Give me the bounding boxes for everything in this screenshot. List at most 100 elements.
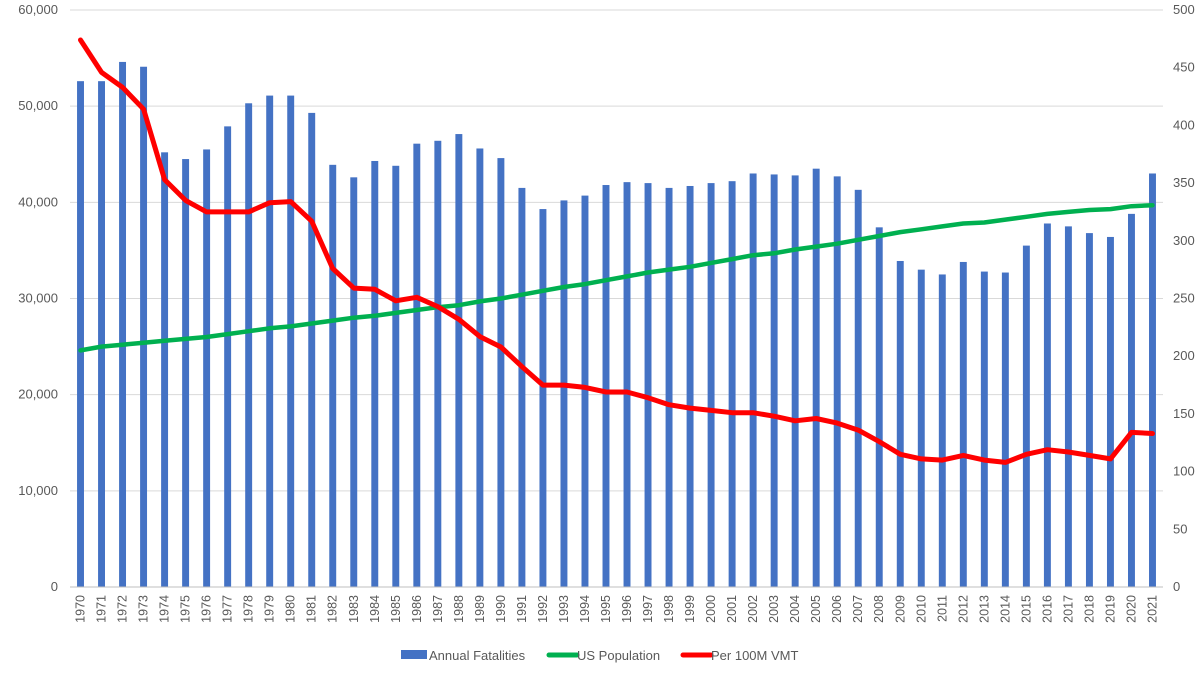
x-tick-label: 1999 — [683, 595, 697, 623]
x-tick-label: 1990 — [494, 595, 508, 623]
x-tick-label: 2002 — [746, 595, 760, 623]
bar-annual-fatalities — [644, 183, 652, 587]
bar-annual-fatalities — [602, 185, 610, 588]
x-tick-label: 1989 — [473, 595, 487, 623]
x-tick-label: 1979 — [263, 595, 277, 623]
x-tick-label: 1988 — [452, 595, 466, 623]
x-tick-label: 1984 — [368, 595, 382, 623]
bar-annual-fatalities — [161, 152, 169, 587]
legend-label-per-100m-vmt: Per 100M VMT — [711, 648, 798, 663]
x-tick-label: 2007 — [851, 595, 865, 623]
right-y-tick-label: 500 — [1173, 2, 1195, 17]
bar-annual-fatalities — [812, 168, 820, 588]
bar-annual-fatalities — [1106, 236, 1114, 587]
x-tick-label: 2004 — [788, 595, 802, 623]
x-tick-label: 2017 — [1061, 595, 1075, 623]
bar-annual-fatalities — [875, 227, 883, 587]
bar-annual-fatalities — [980, 271, 988, 587]
x-tick-label: 2020 — [1124, 595, 1138, 623]
x-tick-label: 2018 — [1082, 595, 1096, 623]
right-y-tick-label: 100 — [1173, 464, 1195, 479]
x-tick-label: 2009 — [893, 595, 907, 623]
bar-annual-fatalities — [140, 66, 148, 587]
bar-annual-fatalities — [413, 143, 421, 587]
bar-annual-fatalities — [854, 189, 862, 587]
right-y-tick-label: 200 — [1173, 348, 1195, 363]
line-per-100m-vmt — [78, 37, 1155, 465]
x-tick-label: 1976 — [200, 595, 214, 623]
x-tick-label: 2008 — [872, 595, 886, 623]
bar-annual-fatalities — [518, 187, 526, 588]
bar-annual-fatalities — [266, 95, 274, 588]
line-series — [78, 37, 1155, 465]
x-tick-label: 1982 — [326, 595, 340, 623]
x-tick-label: 2019 — [1103, 595, 1117, 623]
x-tick-label: 1983 — [347, 595, 361, 623]
x-tick-label: 1980 — [284, 595, 298, 623]
left-y-tick-label: 60,000 — [18, 2, 58, 17]
bar-annual-fatalities — [959, 261, 967, 587]
x-tick-label: 2001 — [725, 595, 739, 623]
bar-annual-fatalities — [665, 187, 673, 588]
x-tick-label: 1994 — [578, 595, 592, 623]
left-y-tick-label: 0 — [51, 579, 58, 594]
bar-annual-fatalities — [1043, 223, 1051, 588]
right-y-tick-label: 300 — [1173, 233, 1195, 248]
right-y-tick-label: 350 — [1173, 175, 1195, 190]
x-tick-label: 2010 — [914, 595, 928, 623]
x-tick-label: 2011 — [935, 595, 949, 622]
x-tick-label: 1995 — [599, 595, 613, 623]
x-tick-label: 1970 — [74, 595, 88, 623]
right-y-tick-label: 400 — [1173, 117, 1195, 132]
bar-annual-fatalities — [1022, 245, 1030, 587]
bar-annual-fatalities — [497, 158, 505, 587]
x-tick-label: 1981 — [305, 595, 319, 623]
x-tick-label: 2016 — [1040, 595, 1054, 623]
bar-annual-fatalities — [623, 182, 631, 587]
bar-annual-fatalities — [182, 159, 190, 587]
x-tick-label: 1975 — [179, 595, 193, 623]
bar-annual-fatalities — [1149, 173, 1156, 587]
right-y-tick-label: 50 — [1173, 521, 1187, 536]
left-y-tick-label: 20,000 — [18, 387, 58, 402]
x-tick-label: 1986 — [410, 595, 424, 623]
x-tick-label: 1987 — [431, 595, 445, 623]
left-y-axis: 0 10,000 20,000 30,000 40,000 50,000 60,000 — [18, 2, 58, 594]
bar-annual-fatalities — [77, 81, 84, 587]
x-tick-label: 1996 — [620, 595, 634, 623]
bar-annual-fatalities — [938, 274, 946, 587]
bar-annual-fatalities — [287, 95, 295, 588]
right-y-axis: 0 50 100 150 200 250 300 350 400 450 500 — [1173, 2, 1195, 594]
x-tick-label: 2012 — [956, 595, 970, 623]
x-axis: 1970 1971 1972 1973 1974 1975 1976 1977 1978 1979… — [70, 586, 1163, 623]
bar-annual-fatalities — [1128, 213, 1135, 587]
bar-annual-fatalities — [245, 103, 253, 587]
bar-annual-fatalities — [791, 175, 799, 587]
bar-annual-fatalities — [1085, 233, 1093, 587]
x-tick-label: 1985 — [389, 595, 403, 623]
legend-label-annual-fatalities: Annual Fatalities — [429, 648, 526, 663]
x-tick-label: 1978 — [242, 595, 256, 623]
x-tick-label: 2015 — [1019, 595, 1033, 623]
bar-annual-fatalities — [371, 160, 379, 587]
x-tick-label: 2013 — [977, 595, 991, 623]
bar-annual-fatalities — [833, 176, 841, 587]
x-tick-label: 1991 — [515, 595, 529, 623]
right-y-tick-label: 0 — [1173, 579, 1180, 594]
line-us-population — [78, 202, 1155, 353]
gridlines — [70, 9, 1163, 588]
bar-annual-fatalities — [770, 174, 778, 587]
x-tick-label: 2014 — [998, 595, 1012, 623]
x-tick-label: 1977 — [221, 595, 235, 623]
legend-swatch-annual-fatalities — [401, 650, 427, 659]
bar-annual-fatalities — [539, 209, 547, 587]
bar-annual-fatalities — [203, 149, 211, 588]
x-tick-label: 1993 — [557, 595, 571, 623]
right-y-tick-label: 250 — [1173, 291, 1195, 306]
x-tick-label: 2003 — [767, 595, 781, 623]
left-y-tick-label: 30,000 — [18, 291, 58, 306]
left-y-tick-label: 50,000 — [18, 98, 58, 113]
x-tick-label: 1998 — [662, 595, 676, 623]
